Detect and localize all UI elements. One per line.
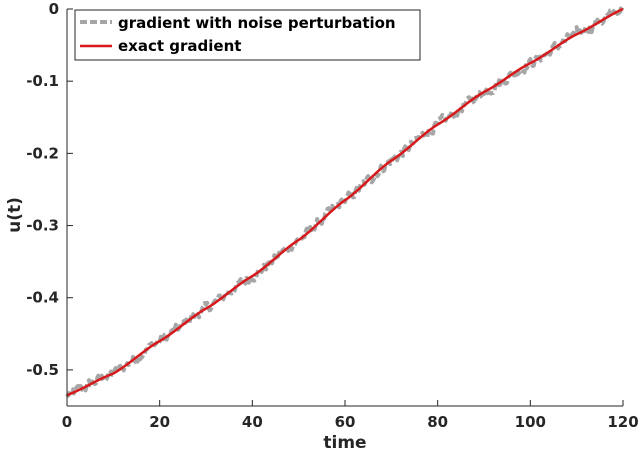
x-tick-label: 60 [335,413,356,431]
series-line-exact [66,7,624,397]
legend-box [74,9,421,61]
x-tick-label: 20 [149,413,170,431]
x-tick-label: 120 [607,413,638,431]
ticks: 0 20 40 60 80 100 120 0 -0.1 -0.2 -0.3 -0.4 -0.5 [26,0,638,431]
x-tick-label: 0 [62,413,72,431]
x-axis-label: time [323,433,366,450]
series-layer [65,5,625,398]
y-tick-label: -0.2 [26,144,59,162]
legend-label-noisy: gradient with noise perturbation [118,14,396,32]
y-tick-label: 0 [49,0,59,18]
y-tick-label: -0.4 [26,289,59,307]
x-tick-label: 100 [515,413,546,431]
y-tick-label: -0.1 [26,72,59,90]
legend-label-exact: exact gradient [118,37,241,55]
y-tick-label: -0.5 [26,361,59,379]
y-tick-label: -0.3 [26,217,59,235]
legend: gradient with noise perturbation exact g… [74,9,421,61]
x-tick-label: 80 [427,413,448,431]
y-axis-label: u(t) [5,197,25,233]
x-tick-label: 40 [242,413,263,431]
